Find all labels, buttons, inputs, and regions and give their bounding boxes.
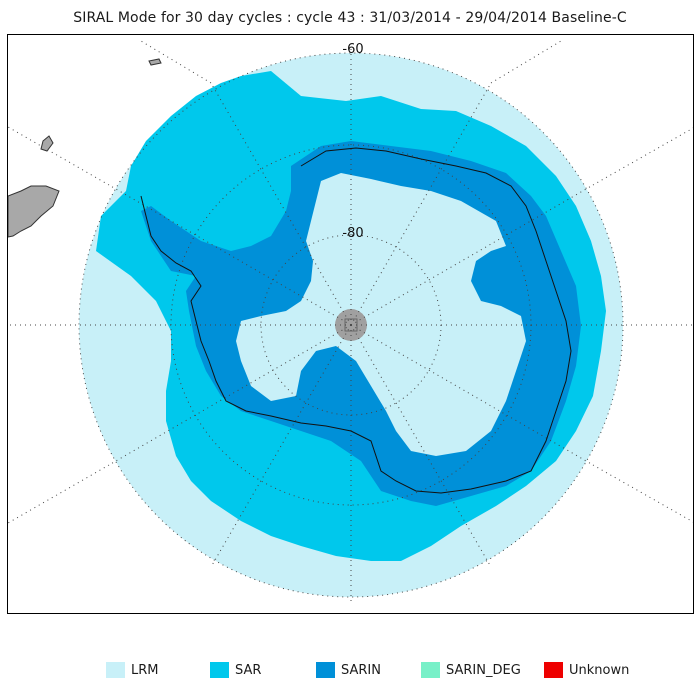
- legend-item-lrm: LRM: [106, 660, 159, 680]
- ice-sheet-lrm: [236, 173, 526, 456]
- island-1: [40, 135, 54, 152]
- legend-swatch-unknown: [544, 662, 563, 678]
- map-title: SIRAL Mode for 30 day cycles : cycle 43 …: [73, 10, 627, 26]
- coastline: [140, 147, 572, 494]
- legend-swatch-lrm: [106, 662, 125, 678]
- legend-label-lrm: LRM: [131, 662, 159, 678]
- polar-map: -60 -80: [8, 40, 693, 605]
- legend-label-unknown: Unknown: [569, 662, 630, 678]
- legend-label-sarin: SARIN: [341, 662, 381, 678]
- legend-swatch-sar: [210, 662, 229, 678]
- legend-label-sar: SAR: [235, 662, 262, 678]
- legend: LRM SAR SARIN SARIN_DEG Unknown: [0, 660, 700, 680]
- island-2: [148, 58, 162, 66]
- legend-item-sarin: SARIN: [316, 660, 381, 680]
- legend-swatch-sarin: [316, 662, 335, 678]
- legend-label-sarin-deg: SARIN_DEG: [446, 662, 521, 678]
- lat-label-80: -80: [342, 226, 363, 241]
- legend-item-sar: SAR: [210, 660, 261, 680]
- south-america-land: [8, 185, 60, 238]
- map-frame: -60 -80: [7, 34, 694, 614]
- legend-item-sarin-deg: SARIN_DEG: [421, 660, 521, 680]
- lat-label-60: -60: [342, 42, 363, 57]
- legend-swatch-sarin-deg: [421, 662, 440, 678]
- legend-item-unknown: Unknown: [544, 660, 629, 680]
- longitude-lines: [8, 40, 693, 605]
